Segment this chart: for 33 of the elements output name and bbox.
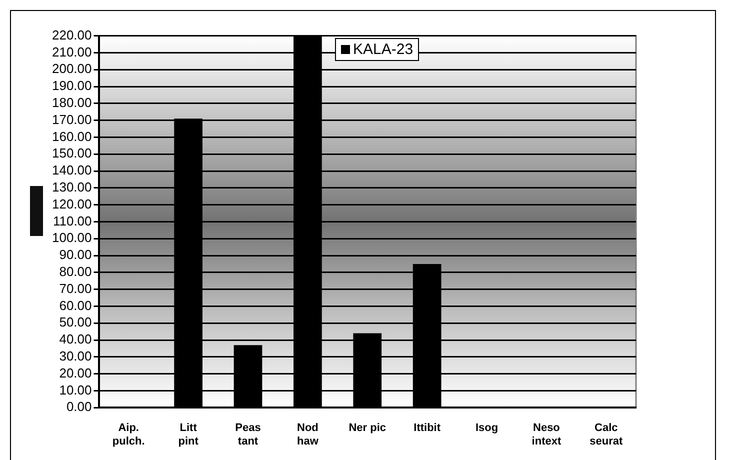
x-tick-label: Litt pint [178, 422, 199, 448]
y-tick-label: 100.00 [52, 230, 92, 246]
x-tick-label: Calc seurat [590, 422, 623, 448]
x-tick-label: Neso intext [532, 422, 562, 448]
y-tick-label: 160.00 [52, 128, 92, 144]
y-tick-label: 200.00 [52, 61, 92, 76]
y-tick-label: 40.00 [59, 332, 92, 347]
y-tick-label: 60.00 [59, 298, 92, 313]
y-tick-label: 110.00 [52, 213, 92, 228]
x-tick-label: Ner pic [348, 422, 386, 434]
y-tick-label: 190.00 [52, 78, 92, 94]
y-tick-label: 120.00 [52, 196, 92, 212]
y-tick-label: 50.00 [59, 314, 92, 330]
y-tick-label: 80.00 [59, 264, 92, 279]
y-tick-label: 70.00 [59, 280, 92, 296]
y-tick-label: 10.00 [59, 382, 92, 398]
x-tick-label: Aip. pulch. [112, 422, 145, 448]
y-tick-label: 140.00 [52, 162, 92, 178]
y-tick-label: 0.00 [66, 399, 92, 414]
x-tick-label: Isog [475, 422, 498, 434]
y-tick-label: 30.00 [59, 348, 92, 364]
x-tick-label: Ittibit [414, 422, 441, 434]
y-tick-label: 180.00 [52, 94, 92, 110]
x-tick-label: Nod haw [296, 422, 319, 448]
y-tick-label: 150.00 [52, 146, 92, 161]
y-tick-label: 20.00 [59, 365, 92, 380]
x-tick-label: Peas tant [235, 422, 261, 448]
legend-label: KALA-23 [353, 41, 414, 58]
y-tick-label: 220.00 [52, 27, 92, 42]
y-tick-label: 210.00 [52, 44, 92, 60]
y-tick-label: 90.00 [59, 247, 92, 262]
y-tick-label: 130.00 [52, 179, 92, 194]
y-tick-label: 170.00 [52, 112, 92, 127]
